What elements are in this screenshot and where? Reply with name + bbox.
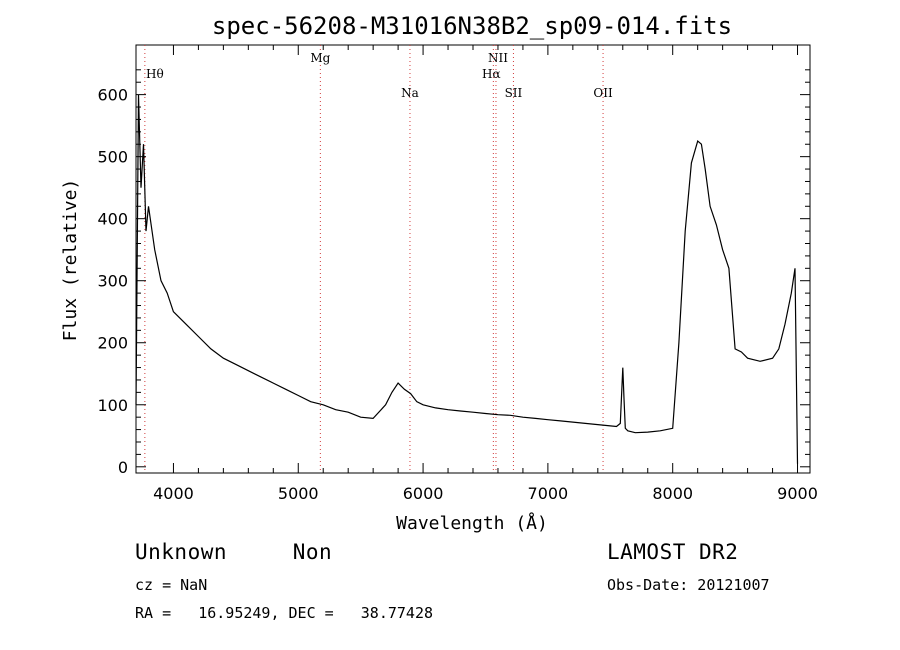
spectrum-chart: spec-56208-M31016N38B2_sp09-014.fits 400… [60, 12, 818, 534]
plot-frame [135, 44, 811, 474]
y-tick-label: 500 [97, 148, 128, 167]
plot-axes: 4000 5000 6000 7000 8000 9000 0 100 200 300 400 500… [97, 44, 818, 503]
y-tick-label: 400 [97, 210, 128, 229]
reference-line-label: NII [488, 51, 508, 65]
object-class: Unknown Non [135, 540, 333, 564]
flux-line [135, 94, 799, 464]
y-tick-label: 200 [97, 334, 128, 353]
observation-date: Obs-Date: 20121007 [607, 576, 770, 594]
y-tick-label: 0 [118, 458, 128, 477]
x-tick-label: 7000 [528, 484, 569, 503]
chart-title: spec-56208-M31016N38B2_sp09-014.fits [212, 12, 732, 40]
x-tick-label: 6000 [403, 484, 444, 503]
reference-line-label: OII [593, 86, 613, 100]
reference-line-label: Hα [482, 67, 501, 81]
reference-line-label: Na [401, 86, 419, 100]
survey-name: LAMOST DR2 [607, 540, 739, 564]
flux-series [135, 94, 799, 464]
reference-line-label: Mg [310, 51, 330, 65]
redshift-cz: cz = NaN [135, 576, 208, 594]
x-tick-label: 5000 [278, 484, 319, 503]
y-axis-label: Flux (relative) [60, 179, 81, 342]
y-tick-label: 300 [97, 272, 128, 291]
y-tick-label: 600 [97, 86, 128, 105]
x-axis-label: Wavelength (Å) [396, 512, 548, 534]
x-tick-label: 9000 [777, 484, 818, 503]
coordinates: RA = 16.95249, DEC = 38.77428 [135, 604, 434, 622]
reference-line-label: Hθ [146, 67, 164, 81]
reference-lines: Hθ Mg Na NII Hα SII OII [144, 45, 613, 473]
x-tick-label: 8000 [652, 484, 693, 503]
x-tick-label: 4000 [153, 484, 194, 503]
y-tick-label: 100 [97, 396, 128, 415]
reference-line-label: SII [505, 86, 523, 100]
